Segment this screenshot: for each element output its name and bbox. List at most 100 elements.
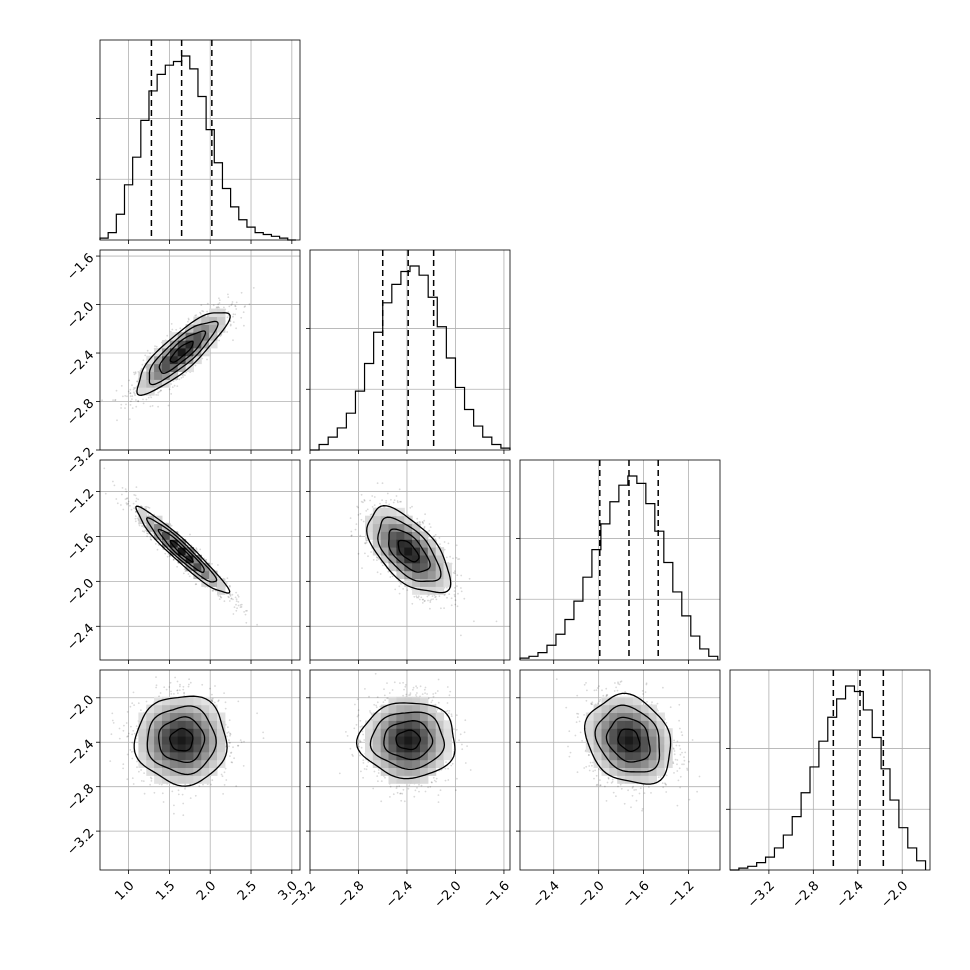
scatter-point: [398, 592, 401, 595]
histogram-step-0: [99, 55, 296, 241]
scatter-point: [228, 600, 231, 602]
scatter-point: [218, 306, 220, 309]
scatter-point: [199, 313, 202, 315]
scatter-point: [205, 558, 208, 561]
scatter-point: [231, 303, 234, 305]
density-cell: [201, 562, 210, 572]
scatter-point: [376, 556, 379, 559]
density-cell: [201, 316, 210, 325]
scatter-point: [423, 600, 426, 603]
density-cell: [154, 379, 163, 388]
scatter-point: [154, 345, 156, 347]
scatter-point: [416, 522, 419, 524]
density-cell: [146, 371, 155, 380]
scatter-point: [430, 598, 433, 601]
scatter-point: [423, 525, 426, 528]
scatter-point: [434, 534, 437, 536]
scatter-point: [150, 396, 153, 399]
scatter-point: [420, 596, 423, 599]
scatter-point: [234, 305, 237, 307]
density-cell: [388, 554, 397, 564]
scatter-point: [145, 700, 148, 703]
scatter-point: [176, 385, 179, 387]
panel-content: [101, 287, 255, 422]
scatter-point: [359, 534, 362, 537]
scatter-point: [453, 570, 456, 573]
density-cell: [404, 531, 413, 540]
scatter-point: [148, 507, 151, 509]
scatter-point: [200, 304, 203, 306]
scatter-point: [411, 505, 413, 508]
density-cell: [169, 539, 179, 548]
density-cell: [177, 332, 187, 341]
density-cell: [412, 578, 421, 587]
scatter-point: [229, 742, 231, 744]
scatter-point: [206, 358, 208, 361]
scatter-point: [426, 595, 429, 598]
scatter-point: [187, 317, 190, 320]
scatter-point: [130, 508, 133, 511]
scatter-point: [231, 593, 234, 596]
density-cell: [380, 539, 390, 548]
scatter-point: [237, 601, 240, 603]
scatter-point: [137, 400, 140, 403]
scatter-point: [135, 405, 138, 408]
scatter-point: [427, 599, 429, 602]
scatter-point: [376, 559, 378, 561]
scatter-point: [187, 320, 189, 323]
scatter-point: [357, 552, 360, 555]
scatter-point: [232, 598, 234, 601]
density-cell: [412, 539, 421, 548]
density-cell: [396, 562, 405, 572]
scatter-point: [362, 501, 364, 504]
histogram-panel-2: [516, 459, 721, 664]
scatter-point: [359, 512, 362, 515]
scatter-point: [226, 316, 229, 319]
scatter-point: [446, 596, 448, 599]
scatter-point: [252, 287, 255, 289]
scatter-point: [227, 311, 230, 313]
density-cell: [412, 554, 421, 564]
scatter-point: [142, 402, 145, 405]
scatter-point: [235, 301, 238, 304]
scatter-point: [240, 603, 243, 606]
scatter-point: [212, 304, 215, 307]
scatter-point: [393, 499, 396, 502]
scatter-point: [133, 392, 136, 395]
density-cell: [169, 355, 179, 365]
scatter-point: [218, 598, 221, 600]
scatter-point: [409, 506, 412, 509]
scatter-point: [126, 503, 128, 506]
scatter-point: [240, 606, 243, 608]
density-cell: [396, 547, 405, 556]
density-cell: [169, 531, 179, 540]
density-cell: [177, 355, 187, 365]
density-cell: [193, 340, 202, 349]
scatter-point: [132, 388, 135, 391]
density-cell: [365, 523, 374, 532]
scatter-point: [181, 374, 184, 377]
scatter-point: [129, 392, 132, 395]
scatter-point: [124, 407, 126, 409]
scatter-point: [144, 366, 147, 369]
scatter-point: [232, 339, 234, 342]
scatter-point: [176, 565, 179, 568]
scatter-point: [245, 621, 248, 624]
density-cell: [388, 507, 397, 517]
scatter-point: [232, 313, 235, 316]
scatter-point: [154, 543, 157, 545]
contour-level-2: [148, 320, 219, 386]
scatter-point: [128, 418, 131, 420]
density-cell: [427, 562, 437, 572]
contour-level-1: [388, 528, 431, 573]
density-cell: [443, 570, 452, 580]
density-cell: [154, 371, 163, 380]
scatter-point: [195, 547, 198, 549]
density-cell: [420, 578, 429, 587]
scatter-point: [137, 400, 140, 403]
scatter-point: [406, 589, 409, 591]
scatter-point: [376, 482, 379, 485]
scatter-panel-0-2: [96, 459, 301, 664]
scatter-point: [176, 689, 179, 692]
scatter-point: [177, 692, 179, 695]
